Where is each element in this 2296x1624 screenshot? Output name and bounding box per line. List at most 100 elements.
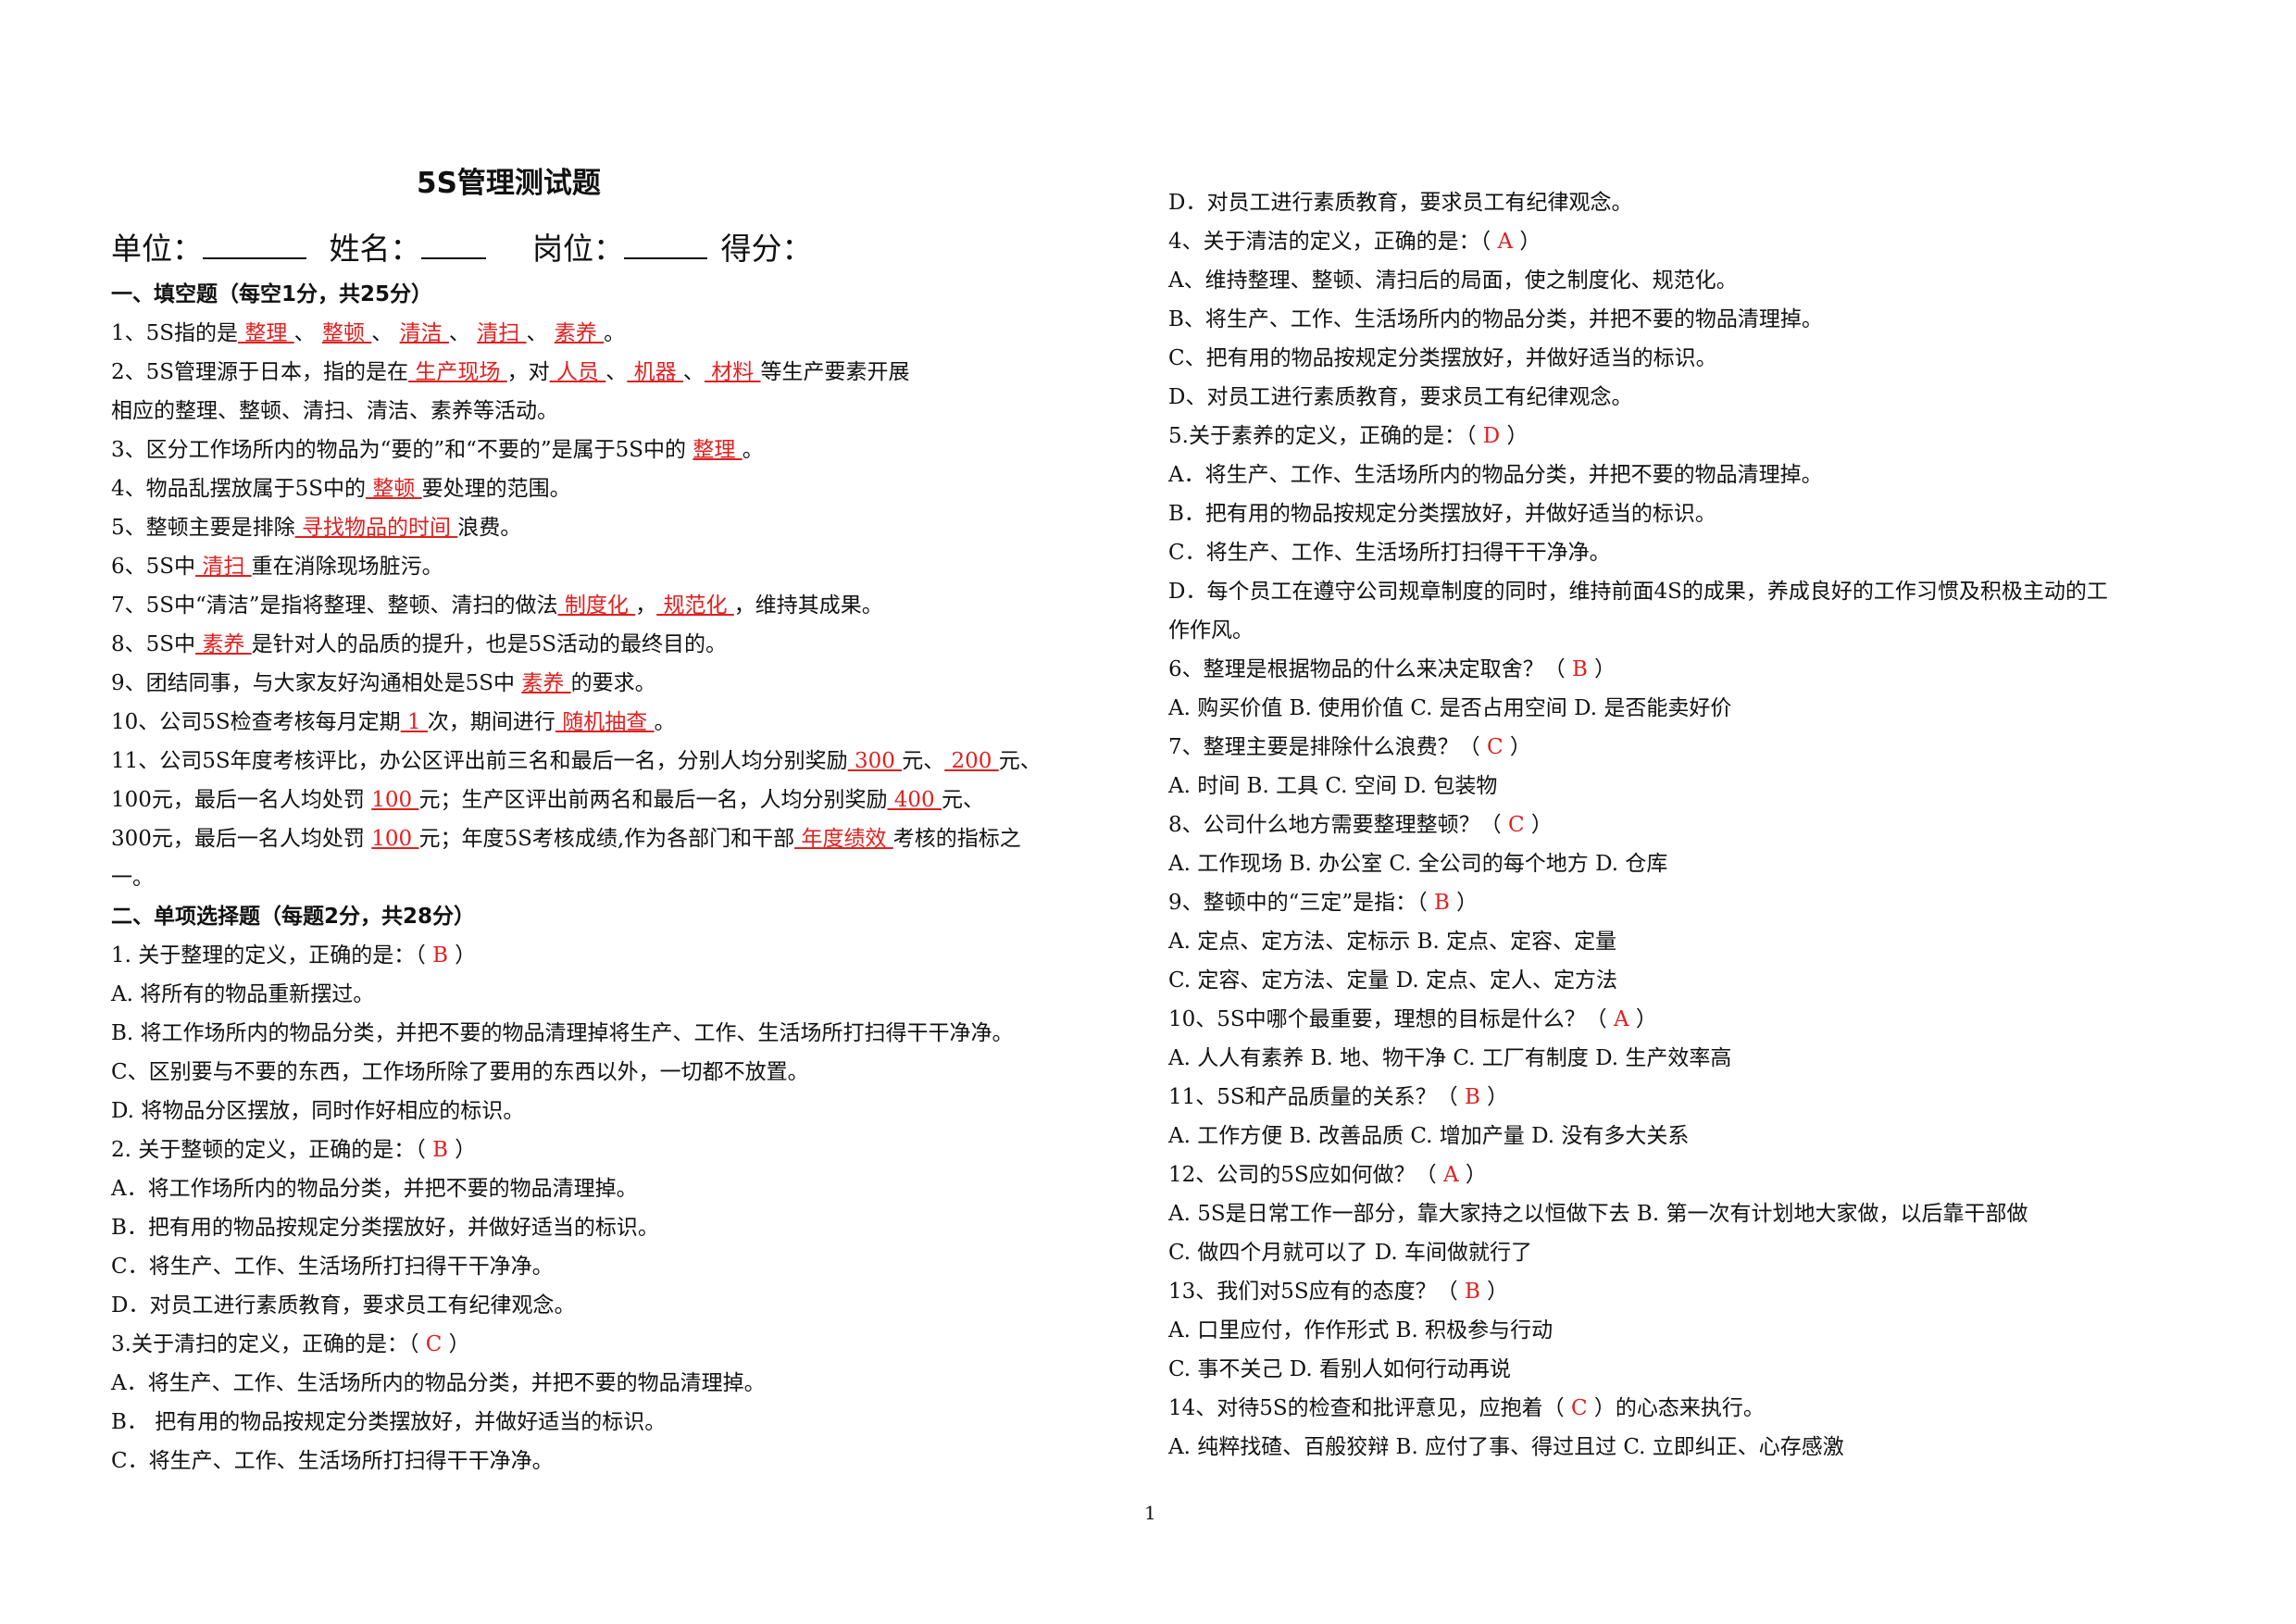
header-info-row: 单位： 姓名： 岗位： 得分： xyxy=(111,224,813,269)
left-line: B． 把有用的物品按规定分类摆放好，并做好适当的标识。 xyxy=(111,1407,666,1437)
question-text: D、对员工进行素质教育，要求员工有纪律观念。 xyxy=(1168,385,1633,409)
left-line: 3、区分工作场所内的物品为“要的”和“不要的”是属于5S中的 整理 。 xyxy=(111,435,764,465)
question-text: ） xyxy=(447,943,477,968)
question-text: 。 xyxy=(742,438,764,462)
question-text: 的要求。 xyxy=(570,671,656,695)
question-text: 3.关于清扫的定义，正确的是：（ xyxy=(111,1332,426,1356)
question-text: 5、整顿主要是排除 xyxy=(111,516,295,540)
question-text: C. 定容、定方法、定量 D. 定点、定人、定方法 xyxy=(1168,968,1617,993)
question-text: B．把有用的物品按规定分类摆放好，并做好适当的标识。 xyxy=(111,1216,659,1240)
question-text: ） xyxy=(1503,735,1531,759)
question-text: ） xyxy=(1524,813,1553,837)
left-line: D．对员工进行素质教育，要求员工有纪律观念。 xyxy=(111,1291,575,1320)
post-label: 岗位： xyxy=(532,231,624,267)
question-text: 要处理的范围。 xyxy=(421,477,571,501)
right-line: 14、对待5S的检查和批评意见，应抱着（ C ）的心态来执行。 xyxy=(1168,1393,1765,1423)
question-text: 、 xyxy=(526,321,555,345)
question-text: B. 将工作场所内的物品分类，并把不要的物品清理掉将生产、工作、生活场所打扫得干… xyxy=(111,1021,1014,1045)
right-line: A. 5S是日常工作一部分，靠大家持之以恒做下去 B. 第一次有计划地大家做，以… xyxy=(1168,1199,2028,1229)
left-line: C、区别要与不要的东西，工作场所除了要用的东西以外，一切都不放置。 xyxy=(111,1057,809,1087)
answer-choice: B xyxy=(1433,891,1450,915)
left-line: 一。 xyxy=(111,863,154,893)
question-text: C．将生产、工作、生活场所打扫得干干净净。 xyxy=(111,1449,554,1473)
question-text: C. 事不关己 D. 看别人如何行动再说 xyxy=(1168,1357,1511,1381)
question-text: D．每个员工在遵守公司规章制度的同时，维持前面4S的成果，养成良好的工作习惯及积… xyxy=(1168,580,2108,604)
question-text: 14、对待5S的检查和批评意见，应抱着（ xyxy=(1168,1396,1571,1420)
left-line: C．将生产、工作、生活场所打扫得干干净净。 xyxy=(111,1446,554,1476)
right-line: A. 工作现场 B. 办公室 C. 全公司的每个地方 D. 仓库 xyxy=(1168,849,1667,879)
right-line: A. 时间 B. 工具 C. 空间 D. 包装物 xyxy=(1168,771,1497,801)
right-line: B．把有用的物品按规定分类摆放好，并做好适当的标识。 xyxy=(1168,499,1716,529)
left-line: 二、单项选择题（每题2分，共28分） xyxy=(111,902,475,931)
right-line: C. 事不关己 D. 看别人如何行动再说 xyxy=(1168,1355,1511,1384)
question-text: A．将生产、工作、生活场所内的物品分类，并把不要的物品清理掉。 xyxy=(1168,463,1823,487)
question-text: 等生产要素开展 xyxy=(760,360,910,384)
answer-blank: 素养 xyxy=(521,671,571,695)
answer-choice: C xyxy=(1486,735,1504,759)
question-text: 一。 xyxy=(111,866,154,890)
question-text: C．将生产、工作、生活场所打扫得干干净净。 xyxy=(111,1255,554,1279)
right-line: B、将生产、工作、生活场所内的物品分类，并把不要的物品清理掉。 xyxy=(1168,305,1823,334)
question-text: 相应的整理、整顿、清扫、清洁、素养等活动。 xyxy=(111,399,558,423)
right-line: D．对员工进行素质教育，要求员工有纪律观念。 xyxy=(1168,188,1632,218)
question-text: 4、关于清洁的定义，正确的是：（ xyxy=(1168,230,1498,254)
question-text: D．对员工进行素质教育，要求员工有纪律观念。 xyxy=(1168,191,1633,215)
question-text: 2. 关于整顿的定义，正确的是：（ xyxy=(111,1138,433,1162)
right-line: 11、5S和产品质量的关系？（ B ） xyxy=(1168,1082,1508,1112)
right-line: 9、整顿中的“三定”是指：（ B ） xyxy=(1168,888,1478,918)
question-text: 。 xyxy=(654,710,676,734)
question-text: C、区别要与不要的东西，工作场所除了要用的东西以外，一切都不放置。 xyxy=(111,1060,809,1084)
right-line: 5.关于素养的定义，正确的是：（ D ） xyxy=(1168,421,1529,451)
question-text: 11、5S和产品质量的关系？（ xyxy=(1168,1085,1465,1109)
question-text: 8、5S中 xyxy=(111,632,196,656)
answer-blank: 随机抽查 xyxy=(555,710,655,734)
question-text: 2、5S管理源于日本，指的是在 xyxy=(111,360,409,384)
left-line: 8、5S中 素养 是针对人的品质的提升，也是5S活动的最终目的。 xyxy=(111,630,727,659)
answer-blank: 制度化 xyxy=(557,593,636,618)
question-text: ） xyxy=(1449,891,1479,915)
question-text: 、 xyxy=(605,360,628,384)
question-text: 9、团结同事，与大家友好沟通相处是5S中 xyxy=(111,671,522,695)
left-line: 4、物品乱摆放属于5S中的 整顿 要处理的范围。 xyxy=(111,474,571,504)
question-text: 1、5S指的是 xyxy=(111,321,239,345)
answer-blank: 整理 xyxy=(238,321,294,345)
question-text: B．把有用的物品按规定分类摆放好，并做好适当的标识。 xyxy=(1168,502,1716,526)
left-line: 1. 关于整理的定义，正确的是：（ B ） xyxy=(111,941,476,970)
question-text: 7、5S中“清洁”是指将整理、整顿、清扫的做法 xyxy=(111,593,558,618)
left-line: 11、公司5S年度考核评比，办公区评出前三名和最后一名，分别人均分别奖励 300… xyxy=(111,746,1042,776)
question-text: A．将工作场所内的物品分类，并把不要的物品清理掉。 xyxy=(111,1177,638,1201)
question-text: 11、公司5S年度考核评比，办公区评出前三名和最后一名，分别人均分别奖励 xyxy=(111,749,848,773)
question-text: 13、我们对5S应有的态度？（ xyxy=(1168,1280,1465,1304)
right-line: A．将生产、工作、生活场所内的物品分类，并把不要的物品清理掉。 xyxy=(1168,460,1823,490)
question-text: ） xyxy=(1587,657,1616,681)
post-blank xyxy=(624,233,707,259)
answer-blank: 规范化 xyxy=(656,593,734,618)
question-text: ） xyxy=(447,1138,477,1162)
question-text: 元、 xyxy=(902,749,945,773)
left-line: 一、填空题（每空1分，共25分） xyxy=(111,280,432,309)
section-heading: 一、填空题（每空1分，共25分） xyxy=(111,282,433,306)
right-line: 13、我们对5S应有的态度？（ B ） xyxy=(1168,1277,1508,1306)
question-text: A. 工作现场 B. 办公室 C. 全公司的每个地方 D. 仓库 xyxy=(1168,852,1668,876)
page-number: 1 xyxy=(1144,1502,1156,1524)
question-text: ） xyxy=(1479,1085,1509,1109)
section-heading: 二、单项选择题（每题2分，共28分） xyxy=(111,905,476,929)
answer-choice: A xyxy=(1497,230,1514,254)
left-line: C．将生产、工作、生活场所打扫得干干净净。 xyxy=(111,1252,554,1281)
question-text: 元；生产区评出前两名和最后一名，人均分别奖励 xyxy=(418,788,888,812)
answer-blank: 整顿 xyxy=(321,321,372,345)
question-text: 4、物品乱摆放属于5S中的 xyxy=(111,477,367,501)
answer-choice: C xyxy=(1507,813,1525,837)
answer-blank: 生产现场 xyxy=(408,360,507,384)
answer-choice: D xyxy=(1482,424,1501,448)
question-text: ，对 xyxy=(506,360,550,384)
question-text: ，维持其成果。 xyxy=(733,593,883,618)
question-text: A. 人人有素养 B. 地、物干净 C. 工厂有制度 D. 生产效率高 xyxy=(1168,1046,1732,1070)
right-line: A. 口里应付，作作形式 B. 积极参与行动 xyxy=(1168,1316,1553,1345)
answer-blank: 寻找物品的时间 xyxy=(294,516,458,540)
answer-blank: 人员 xyxy=(549,360,606,384)
answer-blank: 100 xyxy=(371,788,419,812)
question-text: 9、整顿中的“三定”是指：（ xyxy=(1168,891,1434,915)
question-text: 次，期间进行 xyxy=(427,710,555,734)
question-text: 作作风。 xyxy=(1168,618,1254,643)
